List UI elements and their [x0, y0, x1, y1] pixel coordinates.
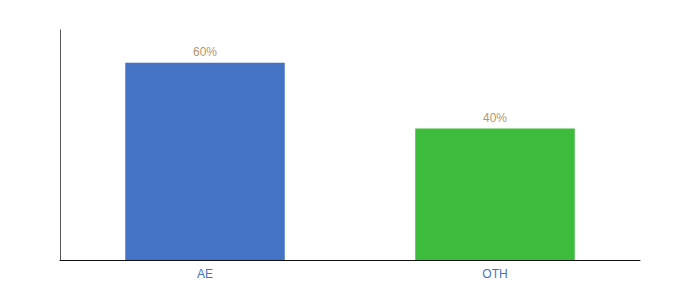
svg-text:AE: AE — [197, 267, 213, 281]
svg-text:40%: 40% — [483, 111, 507, 125]
svg-text:OTH: OTH — [482, 267, 507, 281]
svg-text:60%: 60% — [193, 45, 217, 59]
